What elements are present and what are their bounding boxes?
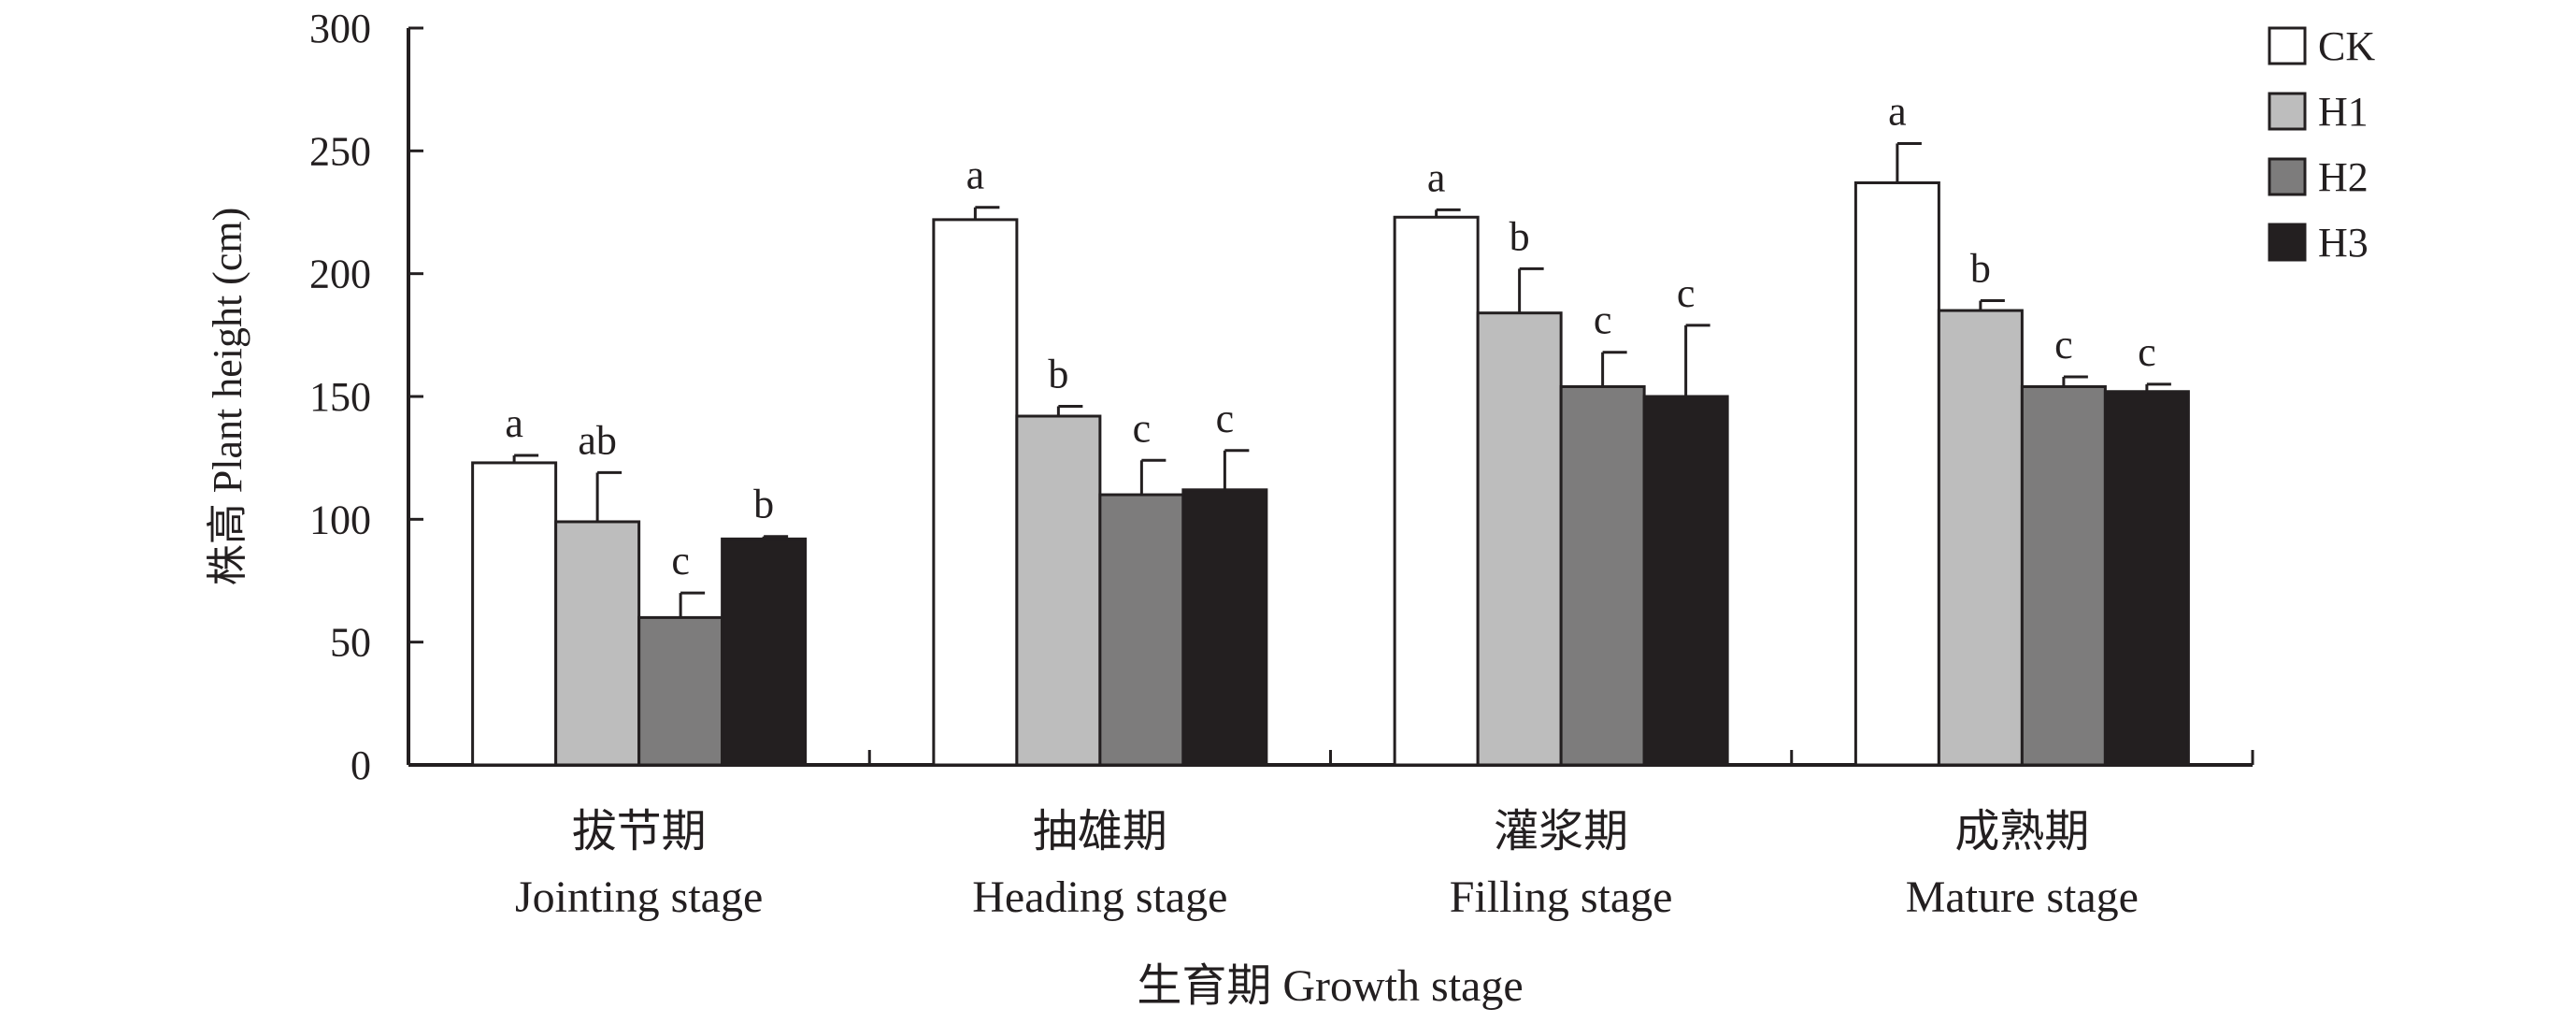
y-tick-label: 0 [351, 742, 371, 788]
bar-h3 [1181, 488, 1268, 767]
significance-letter: ab [578, 417, 617, 463]
bar-h3 [721, 537, 808, 767]
bar-h2 [1559, 384, 1646, 767]
category-label-en: Filling stage [1450, 872, 1673, 922]
y-tick-label: 100 [309, 497, 371, 542]
bar-h1 [1476, 311, 1563, 767]
legend-swatch [2268, 26, 2307, 65]
significance-letter: b [1970, 246, 1991, 292]
y-tick-label: 200 [309, 252, 371, 297]
legend-label: H1 [2318, 89, 2368, 135]
category-label-zh: 成熟期 [1954, 807, 2089, 857]
significance-letter: b [1510, 213, 1530, 259]
category-label-zh: 灌浆期 [1494, 807, 1628, 857]
legend-swatch [2268, 92, 2307, 131]
significance-letter: b [1048, 352, 1068, 397]
significance-letter: b [753, 482, 774, 527]
legend-swatch [2268, 157, 2307, 196]
y-tick-label: 300 [309, 6, 371, 51]
x-axis-label: 生育期 Growth stage [1137, 961, 1523, 1011]
bar-h2 [2020, 384, 2107, 767]
significance-letter: c [671, 538, 690, 584]
bar-h2 [637, 615, 724, 767]
bar-ck [1853, 180, 1940, 767]
y-axis-label: 株高 Plant height (cm) [205, 208, 250, 586]
significance-letter: c [1133, 405, 1152, 451]
legend-label: H3 [2318, 220, 2368, 266]
category-label-zh: 拔节期 [572, 807, 707, 857]
bar-ck [471, 461, 558, 767]
bar-h1 [554, 520, 641, 767]
significance-letter: c [2138, 329, 2156, 375]
significance-letter: a [505, 400, 523, 446]
bar-h2 [1098, 493, 1185, 767]
significance-letter: c [1677, 270, 1696, 316]
significance-letter: a [966, 152, 985, 198]
y-tick-label: 50 [330, 620, 371, 666]
bar-h1 [1937, 309, 2024, 767]
legend-swatch [2268, 223, 2307, 262]
category-label-en: Jointing stage [515, 872, 763, 922]
bar-ck [1393, 215, 1480, 767]
category-label-en: Heading stage [972, 872, 1227, 922]
bar-h3 [1642, 395, 1729, 767]
significance-letter: a [1427, 154, 1446, 200]
significance-letter: c [2054, 322, 2073, 367]
significance-letter: a [1888, 88, 1907, 134]
bar-ck [932, 218, 1019, 767]
significance-letter: c [1216, 396, 1235, 441]
legend-label: H2 [2318, 154, 2368, 200]
category-label-zh: 抽雄期 [1033, 807, 1167, 857]
legend-label: CK [2318, 23, 2375, 69]
bar-h1 [1015, 414, 1102, 767]
significance-letter: c [1594, 297, 1612, 343]
y-tick-label: 250 [309, 128, 371, 174]
y-tick-label: 150 [309, 374, 371, 420]
bar-h3 [2103, 390, 2190, 767]
category-label-en: Mature stage [1906, 872, 2139, 922]
